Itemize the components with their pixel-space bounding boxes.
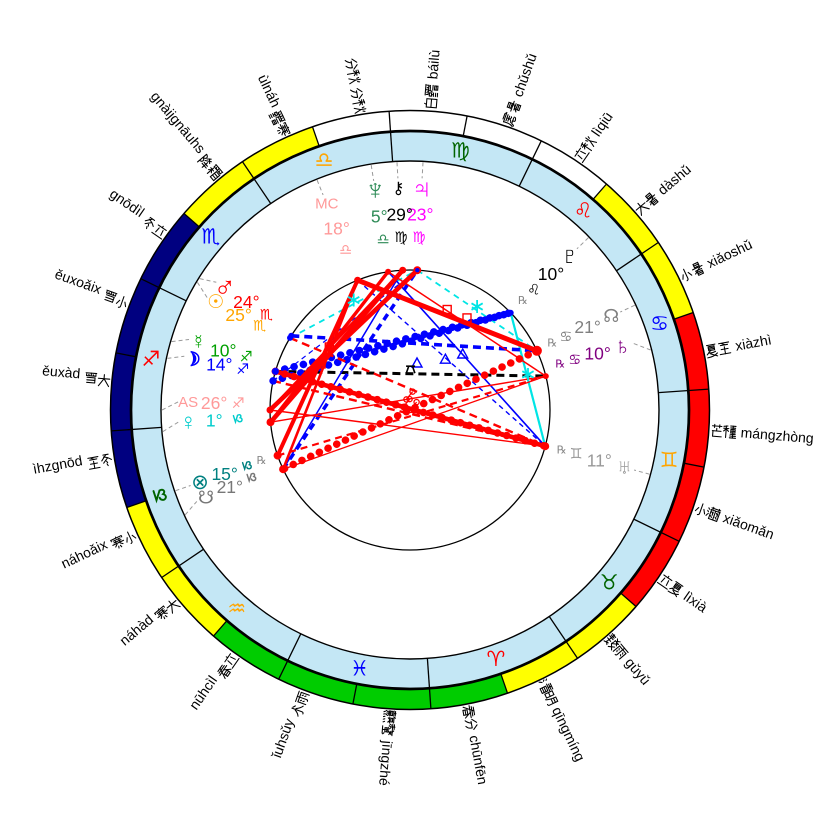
svg-text:♍︎: ♍︎ — [451, 139, 470, 162]
svg-text:♄︎: ♄︎ — [614, 333, 631, 359]
svg-text:☋︎: ☋︎ — [198, 488, 214, 508]
svg-text:♊︎: ♊︎ — [660, 449, 679, 472]
svg-text:♎︎: ♎︎ — [315, 149, 334, 172]
svg-text:26°: 26° — [201, 393, 227, 413]
svg-text:☿︎: ☿︎ — [191, 332, 206, 354]
svg-text:1°: 1° — [206, 410, 223, 430]
svg-text:MC: MC — [315, 196, 338, 213]
svg-text:23°: 23° — [407, 204, 433, 224]
svg-text:21°: 21° — [574, 317, 600, 337]
svg-text:10°: 10° — [210, 340, 236, 360]
svg-text:♒︎: ♒︎ — [227, 598, 246, 621]
svg-text:♍︎: ♍︎ — [413, 230, 426, 246]
svg-text:℞: ℞ — [257, 455, 267, 467]
svg-text:♏︎: ♏︎ — [201, 225, 220, 248]
svg-text:♍︎: ♍︎ — [395, 230, 408, 246]
svg-text:♐︎: ♐︎ — [236, 362, 249, 378]
svg-text:báilù: báilù — [424, 49, 442, 80]
svg-text:♐︎: ♐︎ — [240, 350, 253, 366]
svg-text:♌︎: ♌︎ — [527, 283, 540, 299]
svg-text:♉︎: ♉︎ — [600, 572, 619, 595]
svg-text:25°: 25° — [225, 305, 251, 325]
svg-text:♆︎: ♆︎ — [364, 175, 386, 207]
svg-text:♓︎: ♓︎ — [350, 658, 369, 681]
svg-text:℞: ℞ — [557, 445, 567, 457]
svg-text:♐︎: ♐︎ — [141, 348, 160, 371]
svg-text:15°: 15° — [211, 464, 237, 484]
svg-text:♋︎: ♋︎ — [650, 313, 669, 336]
svg-text:11°: 11° — [587, 451, 612, 471]
svg-text:♇︎: ♇︎ — [560, 242, 579, 270]
svg-text:jīngzhé: jīngzhé — [376, 739, 396, 787]
svg-text:℞: ℞ — [547, 338, 557, 350]
svg-text:18°: 18° — [323, 218, 349, 238]
svg-text:♏︎: ♏︎ — [253, 319, 266, 335]
svg-text:24°: 24° — [233, 292, 259, 312]
svg-text:♏︎: ♏︎ — [260, 307, 273, 323]
svg-text:dàxuě: dàxuě — [42, 362, 81, 381]
svg-text:☉︎: ☉︎ — [207, 292, 224, 313]
svg-text:10°: 10° — [538, 264, 564, 284]
svg-text:mángzhòng: mángzhòng — [740, 424, 814, 446]
svg-text:♂︎: ♂︎ — [213, 271, 236, 304]
svg-text:♃︎: ♃︎ — [411, 173, 431, 203]
svg-text:♋︎: ♋︎ — [568, 352, 581, 368]
svg-text:♀︎: ♀︎ — [180, 409, 197, 435]
svg-text:♎︎: ♎︎ — [377, 232, 390, 248]
svg-text:xiàzhì: xiàzhì — [734, 331, 773, 353]
svg-text:21°: 21° — [217, 477, 243, 497]
svg-text:10°: 10° — [584, 343, 610, 363]
svg-text:⊗︎: ⊗︎ — [191, 471, 209, 494]
svg-text:℞: ℞ — [518, 295, 528, 307]
svg-text:⚷︎: ⚷︎ — [392, 179, 404, 197]
svg-text:5°: 5° — [371, 206, 388, 226]
svg-text:℞: ℞ — [555, 359, 565, 371]
svg-text:♋︎: ♋︎ — [559, 329, 572, 345]
svg-text:♎︎: ♎︎ — [339, 243, 352, 259]
svg-text:♊︎: ♊︎ — [570, 447, 583, 463]
svg-text:♅︎: ♅︎ — [617, 456, 633, 479]
svg-text:♈︎: ♈︎ — [486, 648, 505, 671]
svg-text:♐︎: ♐︎ — [232, 396, 245, 412]
svg-text:29°: 29° — [386, 204, 412, 224]
svg-text:14°: 14° — [206, 355, 232, 375]
svg-text:☊︎: ☊︎ — [603, 306, 619, 326]
svg-text:AS: AS — [178, 394, 198, 411]
svg-text:♌︎: ♌︎ — [574, 199, 593, 222]
